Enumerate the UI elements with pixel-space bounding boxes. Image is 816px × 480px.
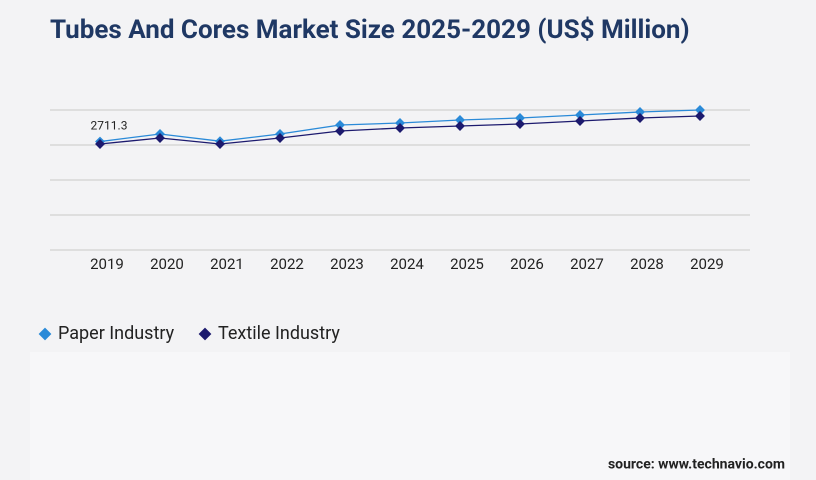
- x-tick-label: 2021: [210, 255, 244, 273]
- x-tick-label: 2028: [630, 255, 664, 273]
- x-tick-label: 2019: [90, 255, 124, 273]
- x-tick-label: 2022: [270, 255, 304, 273]
- point-marker: [515, 119, 525, 129]
- point-marker: [635, 107, 645, 117]
- point-marker: [635, 113, 645, 123]
- source: source: www.technavio.com: [608, 457, 785, 473]
- x-tick-label: 2027: [570, 255, 604, 273]
- x-tick-label: 2020: [150, 255, 184, 273]
- chart-title: Tubes And Cores Market Size 2025-2029 (U…: [50, 15, 690, 45]
- point-marker: [335, 126, 345, 136]
- point-marker: [455, 121, 465, 131]
- legend-label: Paper Industry: [58, 323, 175, 344]
- point-marker: [695, 105, 705, 115]
- legend-label: Textile Industry: [218, 323, 340, 344]
- legend-panel: [30, 352, 790, 480]
- x-tick-label: 2025: [450, 255, 484, 273]
- point-marker: [395, 123, 405, 133]
- point-marker: [275, 133, 285, 143]
- x-tick-label: 2023: [330, 255, 364, 273]
- point-marker: [695, 111, 705, 121]
- legend-marker: [198, 327, 212, 341]
- point-marker: [575, 116, 585, 126]
- point-marker: [155, 133, 165, 143]
- point-marker: [95, 139, 105, 149]
- point-marker: [215, 139, 225, 149]
- x-tick-label: 2024: [390, 255, 424, 273]
- x-tick-label: 2029: [690, 255, 724, 273]
- x-tick-label: 2026: [510, 255, 544, 273]
- point-marker: [575, 110, 585, 120]
- legend-marker: [38, 327, 52, 341]
- point-marker: [515, 113, 525, 123]
- data-label: 2711.3: [91, 119, 128, 133]
